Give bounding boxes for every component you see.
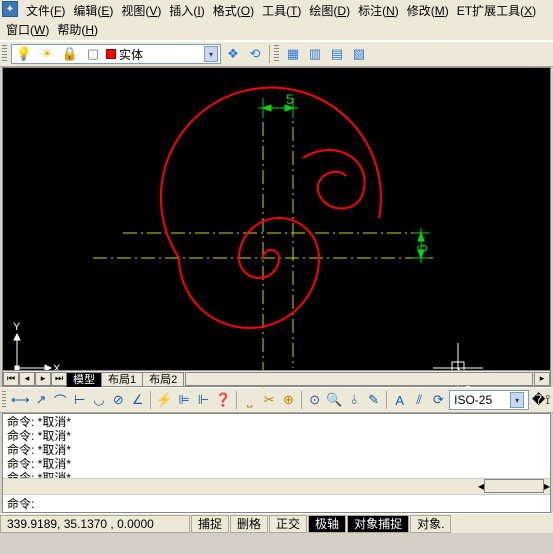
menu-v[interactable]: 视图(V) <box>117 1 165 20</box>
dim-aligned-icon[interactable]: ↗ <box>32 390 49 410</box>
status-toggle-2[interactable]: 正交 <box>269 515 307 533</box>
menu-d[interactable]: 绘图(D) <box>305 1 354 20</box>
plot-icon: ▢ <box>83 44 103 64</box>
dim-jog-icon[interactable]: ⫰ <box>346 390 363 410</box>
status-toggle-1[interactable]: 删格 <box>230 515 268 533</box>
command-history-line: 命令: *取消* <box>7 443 546 457</box>
dim-inspect-icon[interactable]: 🔍 <box>325 390 343 410</box>
window-cascade-icon[interactable]: ▥ <box>305 44 325 64</box>
lock-icon: 🔒 <box>60 44 80 64</box>
status-toggle-5[interactable]: 对象. <box>410 515 451 533</box>
dim-break-icon[interactable]: ✂ <box>260 390 277 410</box>
cmd-scroll-right[interactable]: ▸ <box>544 479 550 494</box>
status-bar: 339.9189, 35.1370 , 0.0000 捕捉删格正交极轴对象捕捉对… <box>0 513 553 533</box>
dim-A-icon[interactable]: A <box>391 390 408 410</box>
tab-0[interactable]: 模型 <box>66 372 102 387</box>
scroll-left-icon[interactable]: ◂ <box>19 372 35 386</box>
dim-h-text: 5 <box>286 91 294 107</box>
window-h-icon[interactable]: ▤ <box>327 44 347 64</box>
dim-edit-icon[interactable]: ✎ <box>365 390 382 410</box>
dimstyle-manager-icon[interactable]: �⟟ <box>531 390 551 410</box>
menu-n[interactable]: 标注(N) <box>354 1 403 20</box>
layer-manager-icon[interactable]: ❖ <box>223 44 243 64</box>
layer-combo[interactable]: 💡 ☀ 🔒 ▢ 实体 ▾ <box>11 44 221 64</box>
layer-name: 实体 <box>119 46 143 63</box>
dim-ord-icon[interactable]: ⊢ <box>71 390 88 410</box>
dimension-toolbar: ⟷↗⌒⊢◡⊘∠ ⚡⊫⊩❓ ⎵✂⊕ ⊙🔍⫰✎ A⫽⟳ ISO-25 ▾ �⟟ <box>0 387 553 413</box>
command-history-line: 命令: *取消* <box>7 457 546 471</box>
command-input-row[interactable]: 命令: <box>3 494 550 512</box>
dim-q-icon[interactable]: ❓ <box>214 390 232 410</box>
spiral-path <box>161 88 381 328</box>
ucs-icon: X Y <box>13 321 61 375</box>
dim-diameter-icon[interactable]: ⊘ <box>110 390 127 410</box>
command-history-line: 命令: *取消* <box>7 415 546 429</box>
menu-w[interactable]: 窗口(W) <box>2 20 53 39</box>
dim-linear-icon[interactable]: ⟷ <box>10 390 30 410</box>
command-history-line: 命令: *取消* <box>7 429 546 443</box>
status-coords: 339.9189, 35.1370 , 0.0000 <box>0 515 190 533</box>
dimensions: 5 5 <box>258 91 430 263</box>
window-tile-icon[interactable]: ▦ <box>283 44 303 64</box>
svg-text:Y: Y <box>13 321 21 333</box>
menu-bar: ✦ 文件(F)编辑(E)视图(V)插入(I)格式(O)工具(T)绘图(D)标注(… <box>0 0 553 41</box>
menu-m[interactable]: 修改(M) <box>403 1 453 20</box>
dim-v-text: 5 <box>414 244 430 252</box>
app-icon: ✦ <box>2 1 18 17</box>
dim-update-icon[interactable]: ⟳ <box>430 390 447 410</box>
status-toggle-0[interactable]: 捕捉 <box>191 515 229 533</box>
dim-quick-icon[interactable]: ⚡ <box>155 390 173 410</box>
menu-e[interactable]: 编辑(E) <box>69 1 117 20</box>
command-history-line: 命令: *取消* <box>7 471 546 478</box>
dim-oblique-icon[interactable]: ⫽ <box>410 390 427 410</box>
drawing-svg: 5 5 X Y <box>3 68 552 388</box>
toolbar-grip-3[interactable] <box>2 391 6 409</box>
dim-arc-icon[interactable]: ⌒ <box>52 390 69 410</box>
menu-t[interactable]: 工具(T) <box>258 1 305 20</box>
dim-radius-icon[interactable]: ◡ <box>90 390 107 410</box>
dimstyle-arrow[interactable]: ▾ <box>510 392 524 408</box>
dim-continue-icon[interactable]: ⊩ <box>195 390 212 410</box>
scroll-end-icon[interactable]: ▸ <box>534 372 550 386</box>
toolbar-grip-2[interactable] <box>274 45 279 63</box>
layer-toolbar: 💡 ☀ 🔒 ▢ 实体 ▾ ❖ ⟲ ▦ ▥ ▤ ▧ <box>0 41 553 67</box>
command-window: 命令: *取消*命令: *取消*命令: *取消*命令: *取消*命令: *取消*… <box>2 413 551 513</box>
tab-2[interactable]: 布局2 <box>142 372 184 387</box>
dim-angular-icon[interactable]: ∠ <box>129 390 146 410</box>
layer-prev-icon[interactable]: ⟲ <box>245 44 265 64</box>
scroll-right-icon[interactable]: ▸ <box>35 372 51 386</box>
toolbar-grip[interactable] <box>2 45 7 63</box>
scroll-last-icon[interactable]: ⏭ <box>51 372 67 386</box>
tab-1[interactable]: 布局1 <box>101 372 143 387</box>
drawing-canvas[interactable]: 5 5 X Y ⏮ ◂ ▸ ⏭ 模型布局1布局2 <box>2 67 551 387</box>
command-prompt: 命令: <box>7 495 34 512</box>
layer-color-swatch <box>106 49 116 59</box>
layout-tabs: 模型布局1布局2 <box>67 371 184 387</box>
menu-h[interactable]: 帮助(H) <box>53 20 102 39</box>
bulb-icon: 💡 <box>14 44 34 64</box>
command-history: 命令: *取消*命令: *取消*命令: *取消*命令: *取消*命令: *取消* <box>3 414 550 478</box>
scroll-first-icon[interactable]: ⏮ <box>3 372 19 386</box>
status-toggle-3[interactable]: 极轴 <box>308 515 346 533</box>
menu-f[interactable]: 文件(F) <box>22 1 69 20</box>
menu-x[interactable]: ET扩展工具(X) <box>453 1 540 20</box>
menu-i[interactable]: 插入(I) <box>165 1 208 20</box>
layer-dropdown-arrow[interactable]: ▾ <box>204 46 218 62</box>
dim-space-icon[interactable]: ⎵ <box>241 390 258 410</box>
freeze-icon: ☀ <box>37 44 57 64</box>
menu-o[interactable]: 格式(O) <box>209 1 258 20</box>
status-toggle-4[interactable]: 对象捕捉 <box>347 515 409 533</box>
dimstyle-value: ISO-25 <box>454 393 492 407</box>
dim-tol-icon[interactable]: ⊕ <box>280 390 297 410</box>
dim-center-icon[interactable]: ⊙ <box>306 390 323 410</box>
window-v-icon[interactable]: ▧ <box>349 44 369 64</box>
dim-baseline-icon[interactable]: ⊫ <box>175 390 192 410</box>
canvas-hscroll[interactable]: ⏮ ◂ ▸ ⏭ 模型布局1布局2 ▸ <box>3 370 550 386</box>
dimstyle-combo[interactable]: ISO-25 ▾ <box>449 390 529 410</box>
